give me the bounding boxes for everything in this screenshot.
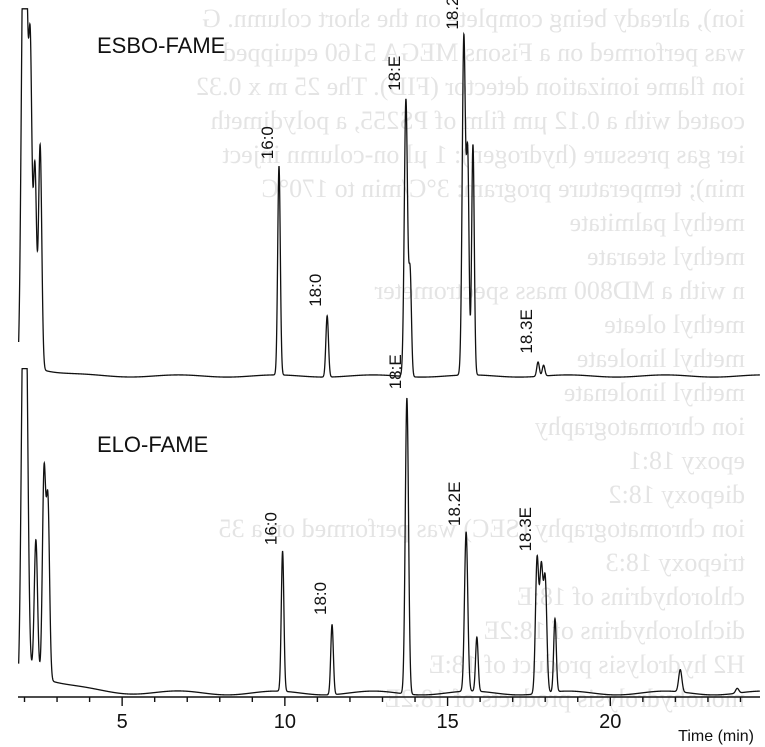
x-tick-label: 10 xyxy=(274,711,296,733)
panel-title: ESBO-FAME xyxy=(97,33,225,58)
x-tick-label: 15 xyxy=(436,711,458,733)
x-tick-label: 5 xyxy=(117,711,128,733)
panel-title: ELO-FAME xyxy=(97,432,208,457)
peak-label: 16:0 xyxy=(262,512,281,545)
peak-label: 18:E xyxy=(386,354,405,389)
peak-label: 16:0 xyxy=(258,126,277,159)
x-axis-label: Time (min) xyxy=(678,728,754,745)
time-axis: 5 10 15 20 Time (min) xyxy=(18,696,760,745)
peak-label: 18:E xyxy=(385,56,404,91)
elo-fame-panel: ELO-FAME 16:0 18:0 18:E 18.2E 18.3E xyxy=(18,354,760,696)
peak-label: 18.2E xyxy=(445,482,464,526)
peak-label: 18:0 xyxy=(306,274,325,307)
elo-trace-line xyxy=(18,367,760,696)
peak-label: 18.3E xyxy=(517,309,536,353)
x-tick-label: 20 xyxy=(599,711,621,733)
peak-label: 18.2E xyxy=(443,0,462,30)
esbo-trace-line xyxy=(18,8,760,378)
esbo-fame-panel: ESBO-FAME 16:0 18:0 18:E 18.2E 18.3E xyxy=(18,0,760,378)
peak-label: 18:0 xyxy=(311,582,330,615)
peak-label: 18.3E xyxy=(516,507,535,551)
